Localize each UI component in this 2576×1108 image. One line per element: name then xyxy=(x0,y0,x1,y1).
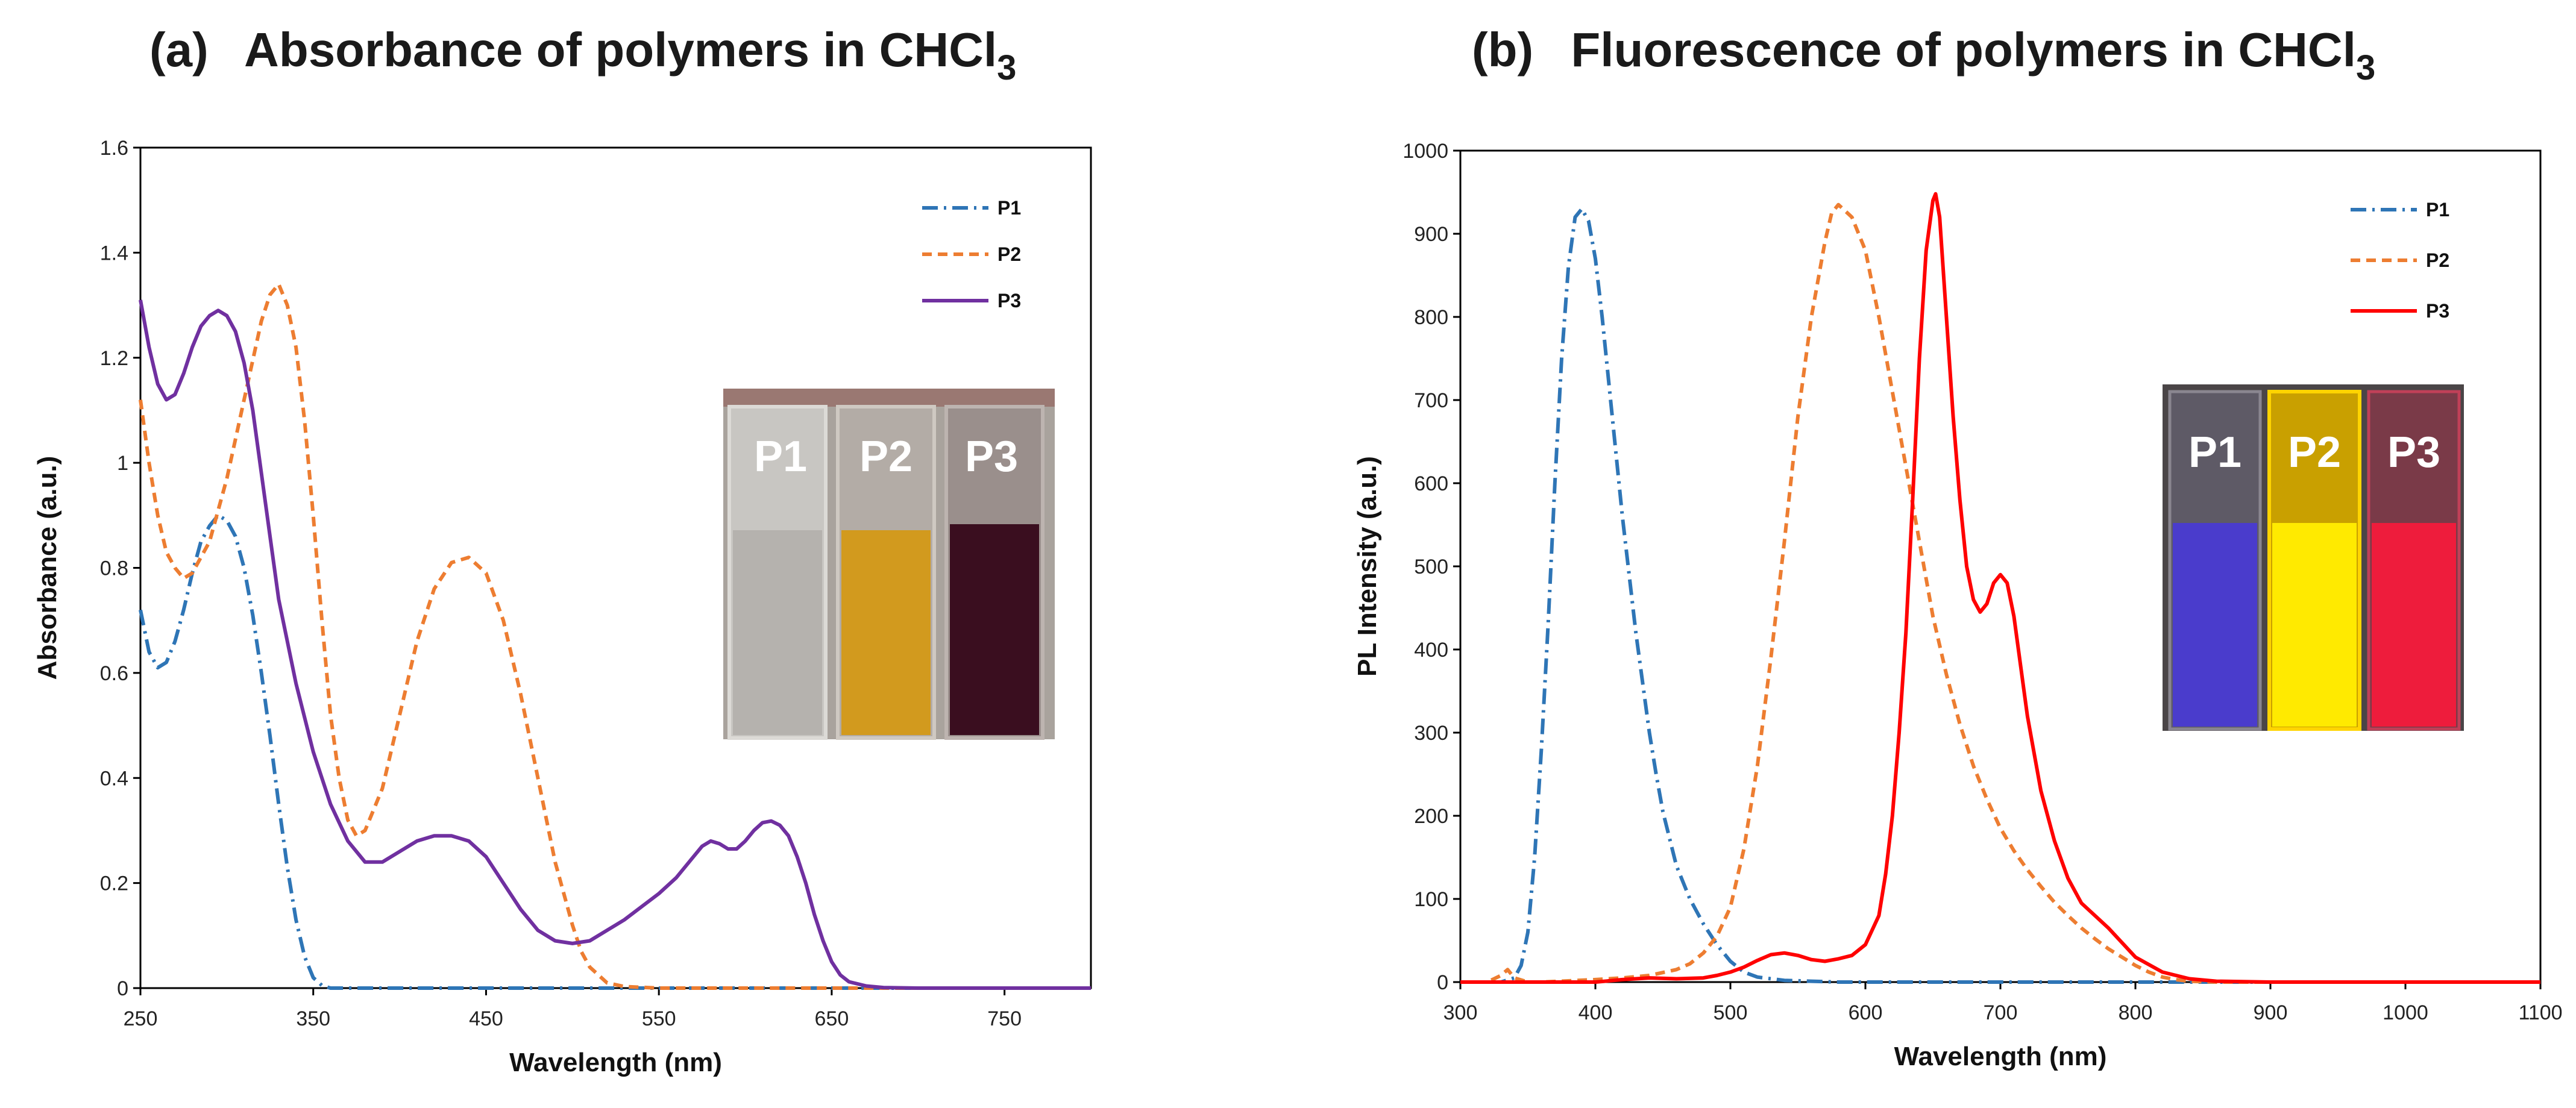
panel-a-label: (a) xyxy=(149,23,209,77)
legend-label-p2: P2 xyxy=(2426,249,2449,271)
x-tick-label: 550 xyxy=(642,1007,676,1030)
series-line-p3 xyxy=(1460,192,2540,984)
x-tick-label: 350 xyxy=(296,1007,330,1030)
inset-photo-uv: P1 P2 P3 xyxy=(2163,384,2464,731)
y-tick-label: 1 xyxy=(117,452,128,475)
panel-b-label: (b) xyxy=(1472,23,1533,77)
x-tick-label: 650 xyxy=(815,1007,849,1030)
legend-label-p3: P3 xyxy=(997,290,1021,311)
y-tick-label: 600 xyxy=(1414,472,1448,495)
vial-p1-liquid xyxy=(733,530,822,735)
inset-b-label-p1: P1 xyxy=(2188,428,2241,477)
x-tick-label: 700 xyxy=(1984,1001,2018,1024)
x-tick-label: 300 xyxy=(1444,1001,1478,1024)
y-tick-label: 1.2 xyxy=(100,347,128,370)
x-tick-label: 800 xyxy=(2119,1001,2153,1024)
y-tick-label: 400 xyxy=(1414,639,1448,662)
y-tick-label: 0.6 xyxy=(100,662,128,685)
x-axis-label: Wavelength (nm) xyxy=(1894,1042,2107,1071)
x-tick-label: 600 xyxy=(1849,1001,1883,1024)
y-tick-label: 500 xyxy=(1414,556,1448,578)
y-tick-label: 300 xyxy=(1414,722,1448,745)
series-line-p2 xyxy=(139,282,1091,990)
x-tick-label: 500 xyxy=(1714,1001,1748,1024)
x-tick-label: 1000 xyxy=(2383,1001,2428,1024)
y-tick-label: 800 xyxy=(1414,306,1448,329)
y-tick-label: 700 xyxy=(1414,389,1448,412)
panel-a-title-sub: 3 xyxy=(997,48,1016,87)
x-tick-label: 450 xyxy=(469,1007,503,1030)
y-tick-label: 200 xyxy=(1414,805,1448,828)
series-line-p3 xyxy=(139,299,1091,990)
panel-b-title: (b) Fluorescence of polymers in CHCl3 xyxy=(1472,23,2375,87)
x-tick-label: 400 xyxy=(1579,1001,1613,1024)
series-line-p1 xyxy=(1460,207,2540,984)
x-axis-label: Wavelength (nm) xyxy=(509,1048,722,1077)
x-tick-label: 1100 xyxy=(2518,1001,2562,1024)
y-tick-label: 0.8 xyxy=(100,557,128,580)
x-tick-label: 250 xyxy=(124,1007,158,1030)
y-tick-label: 1000 xyxy=(1403,140,1448,163)
y-axis-label: Absorbance (a.u.) xyxy=(33,456,62,680)
y-tick-label: 0.4 xyxy=(100,767,128,790)
inset-a-label-p1: P1 xyxy=(754,433,807,481)
inset-b-label-p2: P2 xyxy=(2288,428,2341,477)
inset-a-label-p3: P3 xyxy=(965,433,1018,481)
panel-a-title-main: Absorbance of polymers in CHCl xyxy=(244,23,997,77)
inset-a-label-p2: P2 xyxy=(859,433,913,481)
y-tick-label: 100 xyxy=(1414,888,1448,911)
vial-p2-liquid xyxy=(841,530,931,735)
y-tick-label: 0 xyxy=(1437,971,1448,994)
legend-label-p3: P3 xyxy=(2426,300,2449,322)
series-line-p1 xyxy=(139,513,1091,990)
fluorescence-chart: 0 100 200 300 400 500 600 700 800 900 1000 300 400 50… xyxy=(1352,140,2563,1071)
y-tick-label: 1.6 xyxy=(100,137,128,160)
legend-label-p2: P2 xyxy=(997,243,1021,265)
y-tick-label: 900 xyxy=(1414,223,1448,246)
y-axis-label: PL Intensity (a.u.) xyxy=(1352,456,1382,677)
x-tick-label: 900 xyxy=(2254,1001,2288,1024)
x-tick-label: 750 xyxy=(987,1007,1022,1030)
absorbance-chart: 0 0.2 0.4 0.6 0.8 1 1.2 1.4 1.6 250 350 450 550 650 75… xyxy=(33,137,1092,1077)
vial-p3-liquid xyxy=(950,524,1039,735)
y-tick-label: 0 xyxy=(117,977,128,1000)
vial-p2-uv-liquid xyxy=(2272,523,2357,727)
panel-a-title: (a) Absorbance of polymers in CHCl3 xyxy=(149,23,1016,87)
panel-b-title-sub: 3 xyxy=(2356,48,2375,87)
y-tick-label: 0.2 xyxy=(100,872,128,895)
inset-photo-daylight: P1 P2 P3 xyxy=(723,389,1055,740)
y-tick-label: 1.4 xyxy=(100,242,128,264)
vial-p1-uv-liquid xyxy=(2173,523,2257,727)
inset-b-label-p3: P3 xyxy=(2387,428,2440,477)
legend-label-p1: P1 xyxy=(2426,199,2449,221)
legend-label-p1: P1 xyxy=(997,197,1021,219)
vial-p3-uv-liquid xyxy=(2372,523,2456,727)
panel-b-title-main: Fluorescence of polymers in CHCl xyxy=(1571,23,2356,77)
inset-a-top-band xyxy=(723,389,1055,407)
